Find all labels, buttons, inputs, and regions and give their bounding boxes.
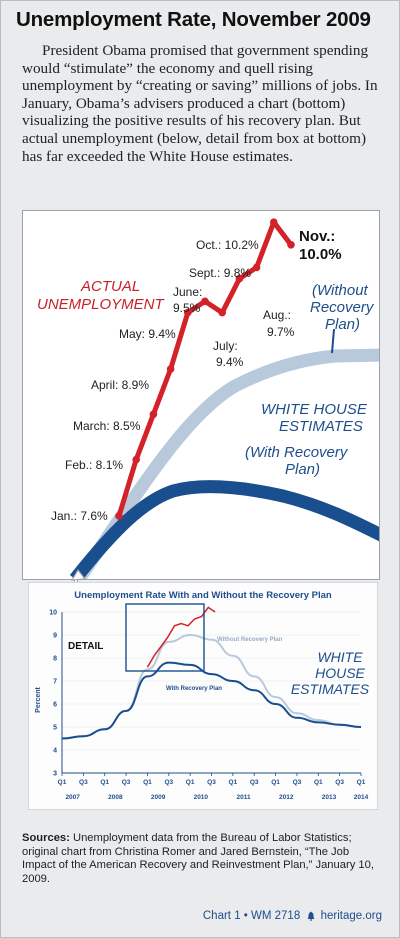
year-label: 2014 [354,794,369,801]
inset-title: Unemployment Rate With and Without the R… [74,590,332,601]
actual-point [132,455,140,464]
nov-label-1: Nov.: [299,228,335,245]
actual-point [115,512,123,520]
month-label: Sept.: 9.8% [189,266,251,280]
y-tick-label: 7 [53,679,57,686]
x-tick-label: Q1 [100,779,109,786]
month-label: June: [173,285,202,299]
x-tick-label: Q1 [186,779,195,786]
without-pointer [331,328,335,354]
x-tick-label: Q3 [207,779,216,786]
wh-label-1: WHITE HOUSE [261,401,368,418]
intro-paragraph: President Obama promised that government… [22,42,378,165]
inset-ylabel: Percent [35,686,42,712]
inset-wh-label-2: HOUSE [315,665,365,681]
inset-wh-label-3: ESTIMATES [291,681,370,697]
x-tick-label: Q1 [229,779,238,786]
year-label: 2007 [65,794,80,801]
x-tick-label: Q1 [143,779,152,786]
actual-point [235,274,244,283]
wh-label-2: ESTIMATES [279,418,363,435]
liberty-bell-icon [307,911,315,921]
year-label: 2009 [151,794,166,801]
x-tick-label: Q1 [58,779,67,786]
month-label: Aug.: [263,308,291,322]
x-tick-label: Q1 [271,779,280,786]
footer: Chart 1 • WM 2718 heritage.org [203,910,382,922]
year-label: 2012 [279,794,294,801]
month-label: April: 8.9% [91,378,149,392]
y-tick-label: 9 [53,633,57,640]
month-label: May: 9.4% [119,327,176,341]
detail-box [125,603,205,672]
actual-label-1: ACTUAL [80,278,140,295]
x-tick-label: Q3 [164,779,173,786]
year-label: 2008 [108,794,123,801]
x-tick-label: Q1 [314,779,323,786]
year-label: 2013 [322,794,337,801]
y-tick-label: 8 [53,656,57,663]
month-label: 9.5% [173,301,201,315]
actual-point [184,308,192,317]
month-label: 9.4% [216,355,244,369]
year-label: 2010 [194,794,209,801]
y-tick-label: 4 [53,748,57,755]
actual-point [218,308,226,317]
actual-point [166,365,175,373]
x-tick-label: Q3 [79,779,88,786]
actual-point [201,297,209,306]
inset-without-label: Without Recovery Plan [217,637,283,643]
x-tick-label: Q3 [293,779,302,786]
x-tick-label: Q3 [335,779,344,786]
with-plan-line [69,480,379,579]
actual-point [270,218,278,226]
inset-wh-label-1: WHITE [317,649,363,665]
month-label: Oct.: 10.2% [196,238,259,252]
detail-chart: ACTUAL UNEMPLOYMENT (Without Recovery Pl… [37,218,379,579]
without-label-3: Plan) [325,316,360,333]
actual-label-2: UNEMPLOYMENT [37,296,166,313]
without-label-2: Recovery [310,299,375,316]
y-tick-label: 5 [53,725,57,732]
with-label-2: Plan) [285,461,320,478]
page-title: Unemployment Rate, November 2009 [16,8,371,31]
x-tick-label: Q1 [357,779,366,786]
inset-with-plan-line [61,661,362,740]
x-tick-label: Q3 [250,779,259,786]
month-label: Jan.: 7.6% [51,509,108,523]
footer-chart-id: Chart 1 • WM 2718 [202,910,301,922]
sources-text: Unemployment data from the Bureau of Lab… [22,832,374,885]
y-tick-label: 10 [49,610,57,617]
x-tick-label: Q3 [122,779,131,786]
y-tick-label: 3 [53,771,57,778]
month-label: July: [213,339,238,353]
month-label: 9.7% [267,325,295,339]
nov-label-2: 10.0% [299,246,342,263]
inset-with-label: With Recovery Plan [166,686,222,692]
inset-chart: Unemployment Rate With and Without the R… [28,582,378,810]
actual-point [287,241,295,249]
month-label: Feb.: 8.1% [65,458,123,472]
y-tick-label: 6 [53,702,57,709]
detail-chart-panel: ACTUAL UNEMPLOYMENT (Without Recovery Pl… [22,210,380,580]
without-label-1: (Without [312,282,369,299]
footer-site: heritage.org [320,910,382,922]
sources-note: Sources: Unemployment data from the Bure… [22,832,382,886]
month-label: March: 8.5% [73,419,141,433]
year-label: 2011 [236,794,250,801]
sources-label: Sources: [22,832,70,844]
actual-point [252,263,261,272]
actual-point [149,410,158,419]
inset-detail-label: DETAIL [68,641,103,652]
with-label-1: (With Recovery [245,444,349,461]
